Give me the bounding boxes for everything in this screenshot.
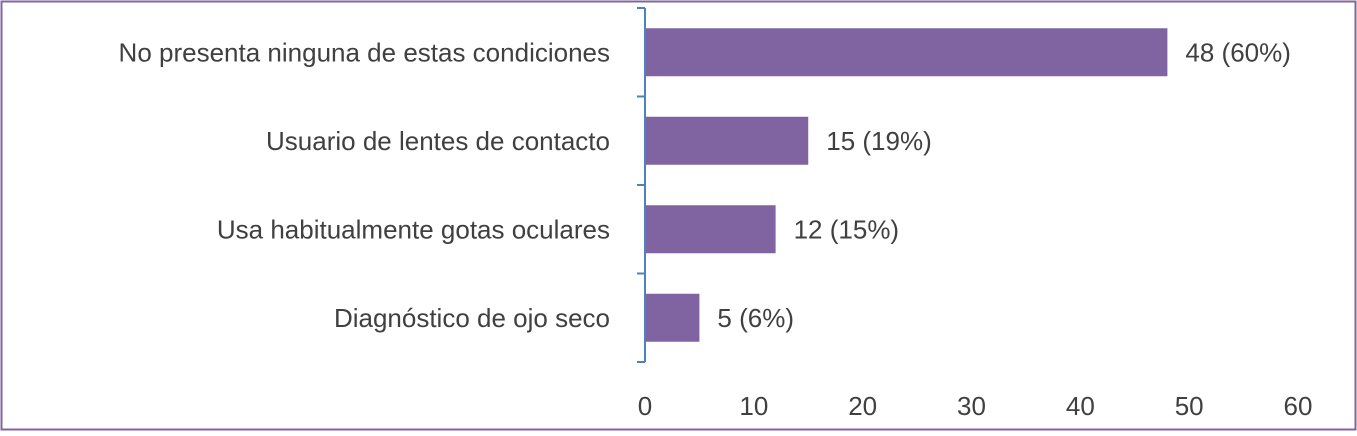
x-tick-label: 10 [739,391,768,421]
x-tick-label: 0 [638,391,652,421]
data-label: 48 (60%) [1185,37,1291,67]
bar [645,205,776,254]
category-label: Diagnóstico de ojo seco [334,303,610,333]
bar [645,28,1168,77]
category-label: Usa habitualmente gotas oculares [217,214,610,244]
axis-layer: 0 10 20 30 40 50 60 [637,7,1313,421]
data-label: 15 (19%) [826,126,932,156]
labels-layer: No presenta ninguna de estas condiciones… [119,37,1291,333]
data-label: 5 (6%) [717,303,794,333]
data-label: 12 (15%) [794,214,900,244]
x-tick-label: 60 [1284,391,1313,421]
category-label: No presenta ninguna de estas condiciones [119,37,610,67]
bar [645,293,700,342]
x-tick-label: 20 [848,391,877,421]
category-label: Usuario de lentes de contacto [266,126,610,156]
bars-layer [645,28,1168,342]
x-tick-label: 30 [957,391,986,421]
x-tick-label: 50 [1175,391,1204,421]
bar [645,116,809,165]
x-tick-label: 40 [1066,391,1095,421]
